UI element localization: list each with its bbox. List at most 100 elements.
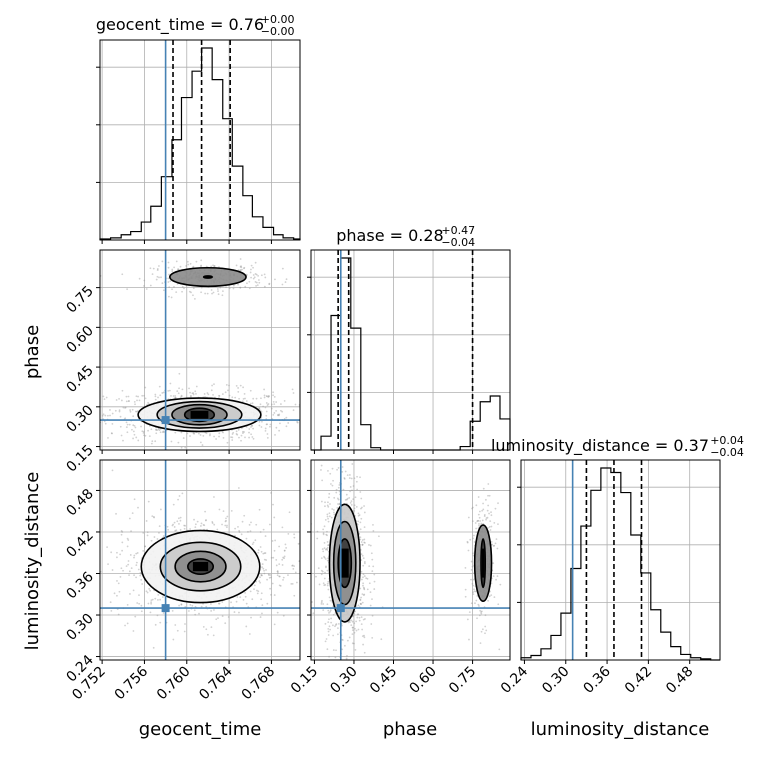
scatter-point bbox=[169, 280, 172, 283]
scatter-point bbox=[291, 564, 294, 567]
scatter-point bbox=[281, 558, 284, 561]
scatter-point bbox=[472, 584, 475, 587]
scatter-point bbox=[356, 488, 359, 491]
scatter-point bbox=[350, 619, 353, 622]
scatter-point bbox=[250, 268, 252, 271]
scatter-point bbox=[238, 397, 241, 400]
scatter-point bbox=[125, 426, 128, 429]
scatter-point bbox=[241, 520, 244, 523]
scatter-point bbox=[362, 584, 364, 587]
scatter-point bbox=[478, 605, 480, 607]
scatter-point bbox=[210, 289, 213, 291]
scatter-point bbox=[135, 576, 137, 579]
scatter-point bbox=[327, 505, 330, 508]
scatter-point bbox=[221, 393, 224, 395]
scatter-point bbox=[362, 564, 365, 567]
panel-border bbox=[99, 39, 301, 241]
scatter-point bbox=[192, 392, 195, 395]
scatter-point bbox=[284, 281, 287, 283]
scatter-point bbox=[471, 565, 474, 568]
scatter-point bbox=[245, 537, 248, 540]
scatter-point bbox=[337, 627, 339, 630]
scatter-point bbox=[327, 501, 329, 504]
scatter-point bbox=[364, 541, 366, 544]
scatter-point bbox=[490, 594, 493, 597]
scatter-point bbox=[179, 528, 182, 531]
scatter-point bbox=[200, 605, 203, 608]
title-sup-text: +0.00 bbox=[261, 13, 295, 26]
scatter-point bbox=[234, 527, 237, 530]
scatter-point bbox=[276, 574, 279, 577]
scatter-point bbox=[487, 526, 489, 529]
scatter-point bbox=[218, 395, 221, 397]
density-peak bbox=[340, 548, 349, 578]
scatter-point bbox=[252, 437, 255, 440]
scatter-point bbox=[119, 425, 122, 428]
scatter-point bbox=[361, 543, 364, 546]
scatter-point bbox=[328, 515, 331, 518]
scatter-point bbox=[329, 609, 332, 612]
scatter-point bbox=[49, 509, 51, 511]
contour-line bbox=[187, 558, 215, 575]
scatter-point bbox=[355, 629, 358, 632]
scatter-point bbox=[126, 288, 129, 291]
scatter-point bbox=[204, 510, 207, 513]
title-geocent_time: geocent_time = 0.76+0.00−0.00 bbox=[96, 13, 295, 38]
scatter-point bbox=[332, 479, 334, 482]
scatter-point bbox=[263, 572, 266, 575]
scatter-point bbox=[481, 519, 484, 522]
scatter-point bbox=[295, 581, 298, 584]
scatter-point bbox=[296, 421, 299, 424]
scatter-point bbox=[360, 541, 363, 543]
scatter-point bbox=[240, 265, 242, 268]
scatter-point bbox=[272, 556, 275, 559]
scatter-point bbox=[128, 574, 130, 576]
scatter-point bbox=[131, 428, 133, 431]
scatter-point bbox=[281, 410, 284, 413]
x-tick-label: 0.30 bbox=[327, 664, 360, 697]
scatter-point bbox=[348, 474, 351, 476]
scatter-point bbox=[145, 520, 148, 522]
scatter-point bbox=[248, 431, 250, 434]
scatter-point bbox=[320, 601, 323, 604]
scatter-point bbox=[488, 512, 490, 515]
scatter-point bbox=[273, 623, 276, 626]
scatter-point bbox=[180, 431, 183, 434]
scatter-point bbox=[115, 399, 118, 401]
x-tick-label: 0.36 bbox=[581, 663, 614, 696]
density-peak bbox=[192, 562, 209, 572]
scatter-point bbox=[158, 525, 161, 528]
scatter-point bbox=[185, 265, 188, 267]
histogram-phase-panel bbox=[307, 249, 511, 454]
scatter-point bbox=[177, 268, 180, 271]
scatter-point bbox=[147, 429, 149, 432]
scatter-point bbox=[124, 417, 127, 420]
scatter-point bbox=[327, 634, 330, 636]
scatter-point bbox=[479, 520, 482, 522]
scatter-point bbox=[195, 260, 198, 263]
scatter-point bbox=[173, 526, 176, 528]
scatter-point bbox=[159, 621, 162, 624]
scatter-point bbox=[243, 267, 245, 270]
scatter-point bbox=[354, 496, 357, 499]
scatter-point bbox=[116, 594, 118, 597]
scatter-point bbox=[199, 441, 202, 444]
scatter-point bbox=[190, 395, 192, 398]
scatter-point bbox=[122, 406, 125, 409]
scatter-point bbox=[284, 543, 287, 546]
scatter-point bbox=[363, 526, 366, 528]
scatter-point bbox=[238, 529, 241, 532]
scatter-point bbox=[167, 266, 170, 269]
scatter-point bbox=[239, 384, 242, 387]
scatter-point bbox=[249, 590, 252, 593]
scatter-point bbox=[364, 618, 366, 620]
scatter-point bbox=[275, 558, 278, 561]
scatter-point bbox=[141, 583, 144, 585]
scatter-point bbox=[116, 556, 118, 559]
scatter-point bbox=[154, 623, 157, 626]
scatter-point bbox=[156, 268, 159, 270]
scatter-point bbox=[326, 648, 329, 651]
scatter-point bbox=[302, 419, 304, 421]
scatter-point bbox=[478, 614, 481, 617]
scatter-point bbox=[352, 498, 355, 501]
